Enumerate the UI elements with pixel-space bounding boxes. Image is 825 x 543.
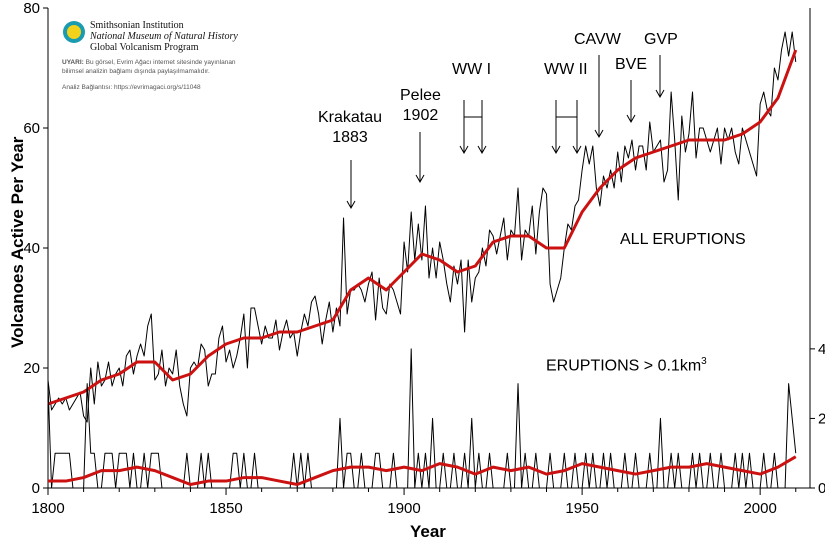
- arrow-gvp-head: [655, 89, 665, 99]
- logo-line1: Smithsonian Institution: [90, 20, 184, 31]
- arrow-krakatau-head: [346, 200, 356, 210]
- annotation-ww1: WW I: [452, 61, 492, 78]
- sun-logo-icon: [63, 21, 85, 43]
- arrow-ww2-end-head: [572, 145, 582, 155]
- x-tick-label: 1950: [565, 500, 598, 517]
- annotation-krakatau: Krakatau 1883: [318, 109, 383, 146]
- logo-line3: Global Volcanism Program: [90, 42, 199, 53]
- annotation-cavw: CAVW: [574, 31, 621, 48]
- watermark-text2: bilimsel analizin bağlamı dışında paylaş…: [62, 68, 210, 75]
- arrow-ww1-end-head: [477, 145, 487, 155]
- x-axis-label: Year: [410, 522, 446, 541]
- watermark-link[interactable]: Analiz Bağlantısı: https://evrimagaci.or…: [62, 84, 201, 91]
- y-tick-label: 60: [23, 120, 40, 137]
- annotation-ww2: WW II: [544, 61, 588, 78]
- y-tick-label: 80: [23, 0, 40, 17]
- series-label-large: ERUPTIONS > 0.1km3: [546, 352, 707, 376]
- arrow-cavw-head: [594, 129, 604, 139]
- annotation-gvp: GVP: [644, 31, 678, 48]
- x-tick-label: 1800: [31, 500, 64, 517]
- y-axis-label: Volcanoes Active Per Year: [8, 136, 27, 348]
- all_eruptions-raw-line: [47, 31, 797, 423]
- x-tick-label: 2000: [743, 500, 776, 517]
- y2-tick-label: 0: [818, 480, 825, 497]
- large_eruptions-smoothed-line: [48, 455, 797, 487]
- arrow-ww1-start-head: [459, 145, 469, 155]
- all_eruptions-smoothed-line: [47, 49, 798, 406]
- series-label-all: ALL ERUPTIONS: [620, 231, 746, 248]
- y-tick-label: 0: [32, 480, 40, 497]
- arrow-pelee-head: [415, 174, 425, 184]
- annotation-pelee: Pelee 1902: [400, 87, 441, 124]
- y-tick-label: 40: [23, 240, 40, 257]
- y2-tick-label: 4: [818, 341, 825, 358]
- x-tick-label: 1900: [387, 500, 420, 517]
- logo-line2: National Museum of Natural History: [90, 31, 238, 42]
- watermark-text1: Bu görsel, Evrim Ağacı internet sitesind…: [83, 59, 236, 66]
- arrow-ww2-start-head: [551, 145, 561, 155]
- series-label-large-text: ERUPTIONS > 0.1km: [546, 357, 702, 375]
- large_eruptions-raw-line: [47, 348, 797, 489]
- y-tick-label: 20: [23, 360, 40, 377]
- x-tick-label: 1850: [209, 500, 242, 517]
- arrow-bve-head: [626, 114, 636, 124]
- annotation-bve: BVE: [615, 56, 648, 73]
- series-label-large-sup: 3: [701, 356, 707, 367]
- y2-tick-label: 2: [818, 410, 825, 427]
- watermark-label: UYARI:: [62, 59, 84, 66]
